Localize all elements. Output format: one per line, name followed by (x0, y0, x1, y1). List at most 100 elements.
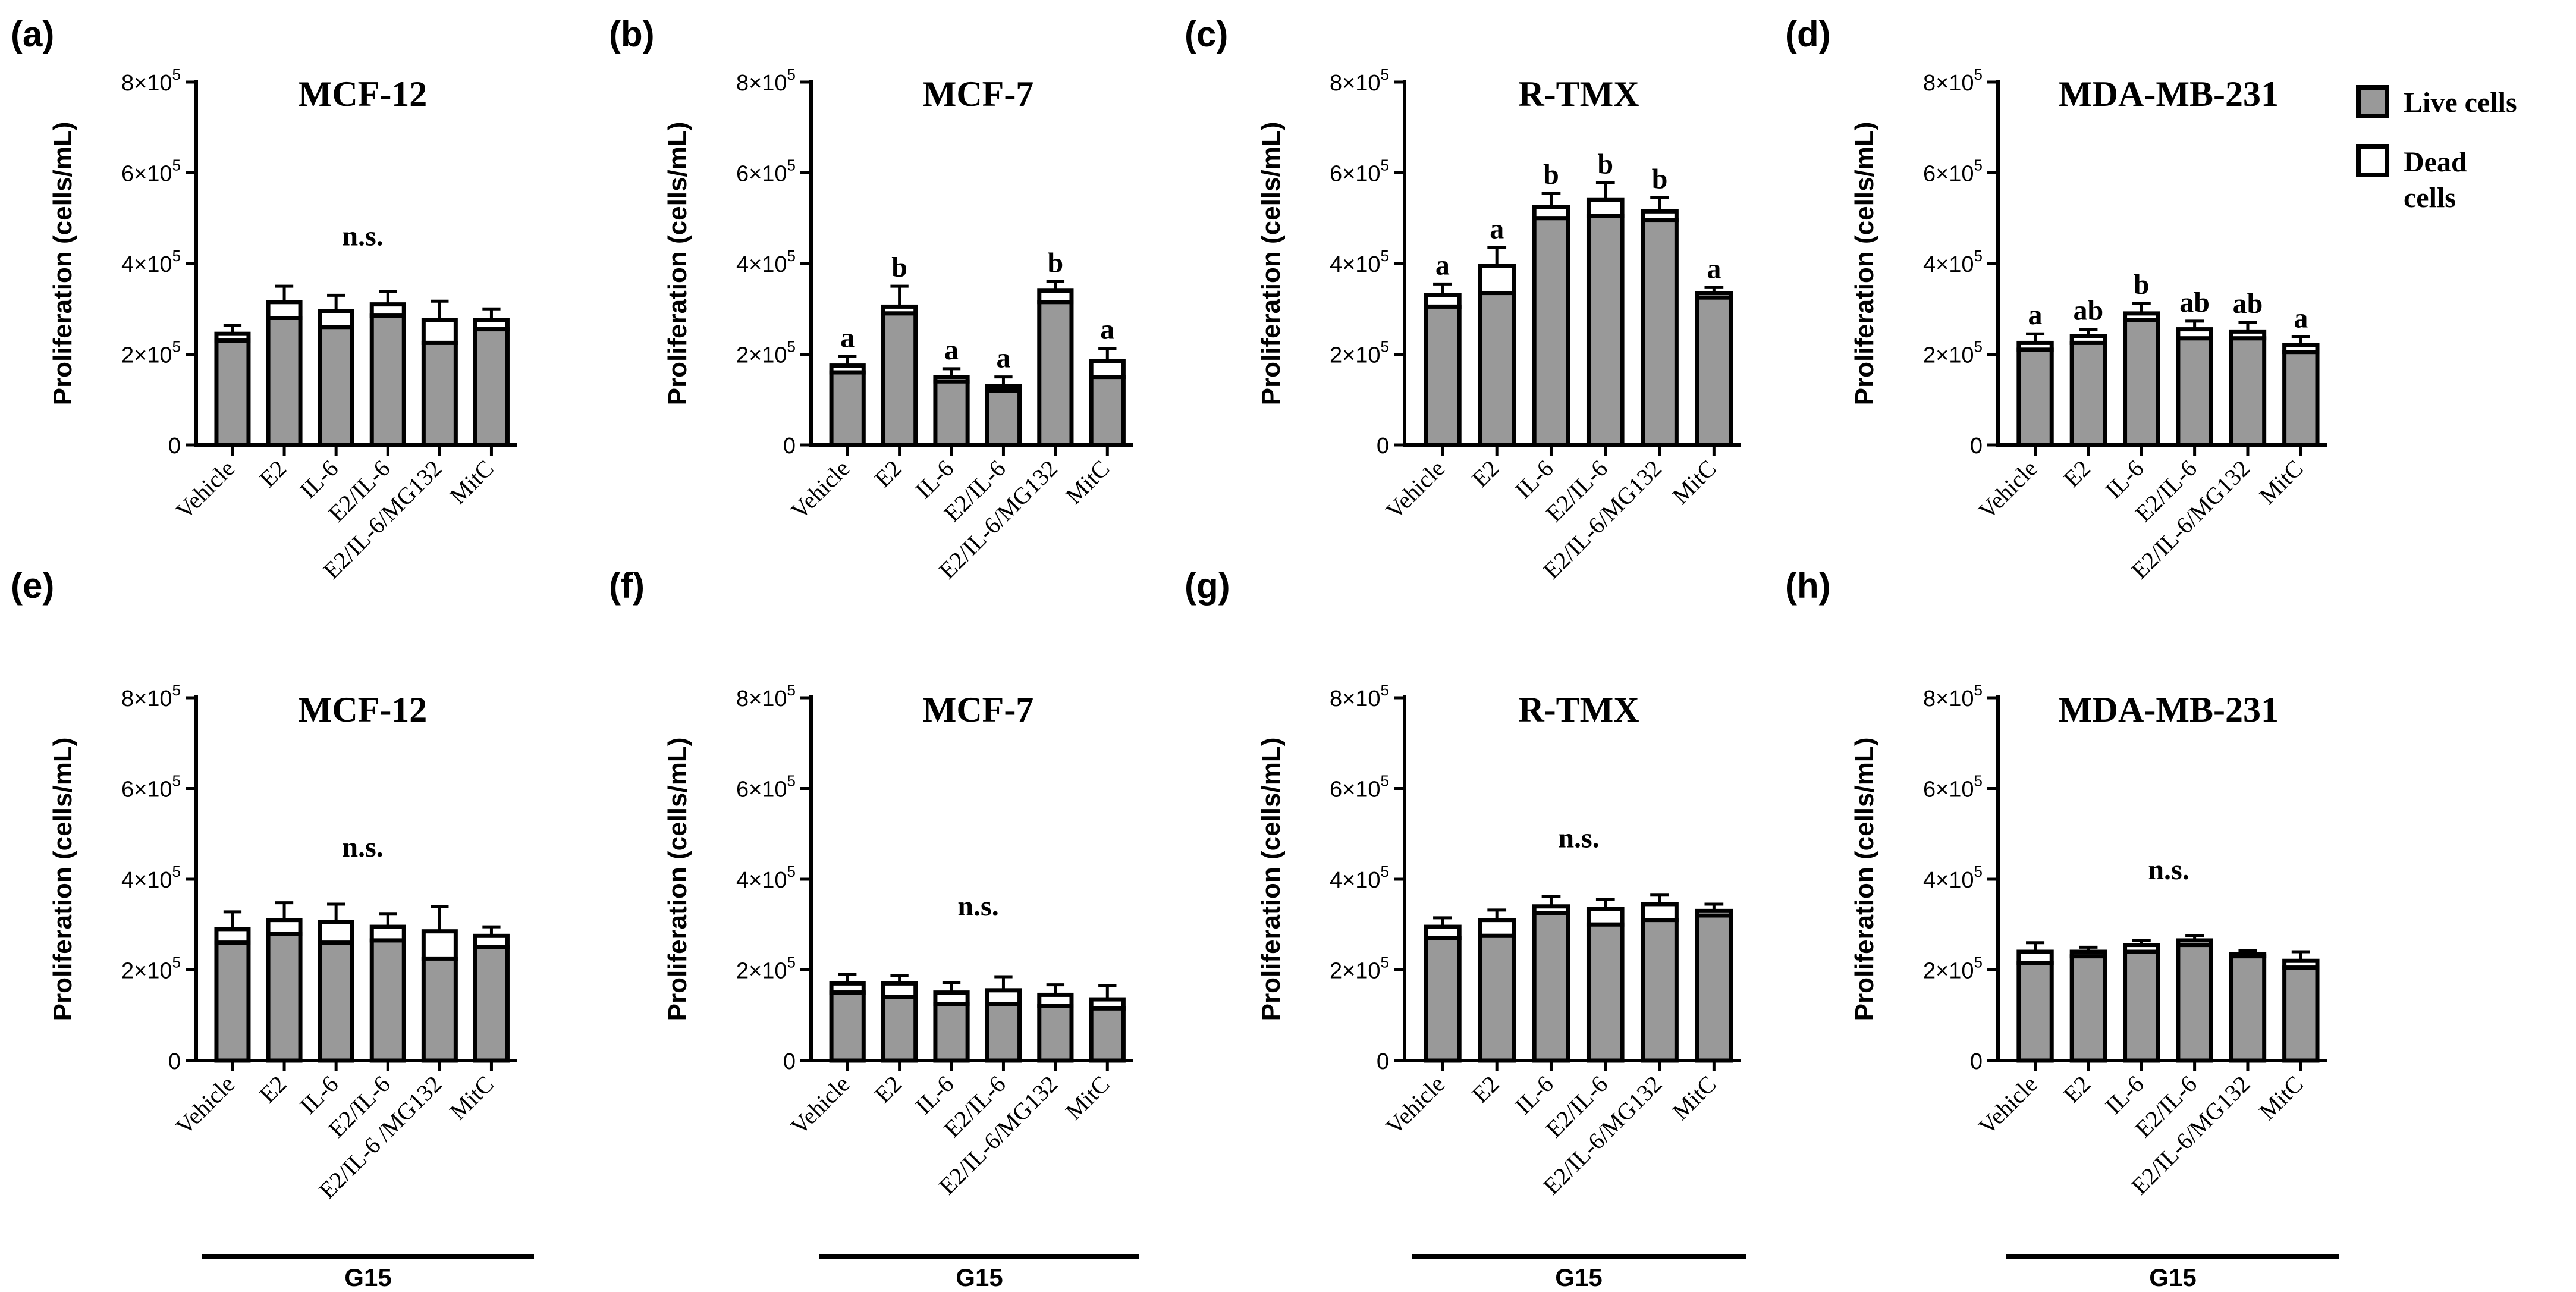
bar-live-cells (2176, 943, 2213, 1063)
panel-label: (b) (609, 14, 655, 54)
y-tick-label: 0 (1970, 1049, 1983, 1074)
y-tick-label: 0 (168, 434, 181, 459)
y-tick-label: 4×105 (121, 247, 181, 277)
x-tick-label: Vehicle (1381, 455, 1450, 525)
x-tick-label: E2 (254, 1071, 291, 1108)
y-tick-label: 2×105 (736, 338, 796, 368)
significance-annotation: n.s. (342, 832, 383, 863)
bar-live-cells (1089, 375, 1126, 447)
x-tick-label: Vehicle (171, 455, 240, 525)
bar-live-cells (2016, 961, 2054, 1063)
legend-swatch-dead (2356, 144, 2389, 177)
x-tick-label: Vehicle (786, 1071, 855, 1140)
bar-live-cells (421, 340, 458, 447)
y-axis-label: Proliferation (cells/mL) (48, 738, 77, 1021)
bar-dead-cells (421, 929, 458, 961)
bar-dead-cells (266, 300, 303, 320)
bar-live-cells (1478, 291, 1516, 447)
y-tick-label: 6×105 (1923, 772, 1983, 802)
x-tick-label: MitC (2254, 455, 2308, 510)
bar-live-cells (214, 338, 251, 447)
significance-letter: a (1100, 314, 1114, 346)
legend: Live cells Dead cells (2356, 85, 2517, 214)
y-tick-label: 0 (783, 434, 796, 459)
y-tick-label: 8×105 (736, 65, 796, 96)
y-tick-label: 2×105 (1330, 954, 1389, 984)
chart-panel-3: (c) R-TMX Proliferation (cells/mL) 0 2×105 4×… (1185, 14, 1741, 584)
bar-live-cells (1037, 1004, 1074, 1063)
bar-dead-cells (1478, 264, 1516, 296)
chart-title: MCF-7 (923, 74, 1034, 114)
significance-annotation: n.s. (2148, 854, 2189, 886)
x-tick-label: Vehicle (1973, 1071, 2043, 1140)
x-tick-label: MitC (444, 1071, 499, 1125)
y-axis-label: Proliferation (cells/mL) (48, 122, 77, 406)
bar-live-cells (881, 995, 918, 1063)
x-tick-label: E2 (869, 455, 907, 493)
y-axis-label: Proliferation (cells/mL) (1850, 122, 1879, 406)
bar-live-cells (318, 940, 354, 1063)
y-tick-label: 6×105 (1923, 156, 1983, 187)
significance-letter: b (891, 252, 907, 283)
significance-annotation: n.s. (957, 890, 998, 922)
chart-panel-6: (f) MCF-7 Proliferation (cells/mL) 0 2×105 4×… (609, 566, 1139, 1291)
chart-panel-4: (d) MDA-MB-231 Proliferation (cells/mL) 0 2×… (1785, 14, 2327, 584)
significance-letter: a (1490, 213, 1504, 244)
bar-dead-cells (318, 309, 354, 330)
bar-live-cells (933, 379, 970, 447)
panel-label: (e) (11, 566, 54, 606)
y-tick-label: 8×105 (1330, 681, 1389, 711)
bar-live-cells (369, 313, 406, 447)
bar-live-cells (2123, 318, 2160, 447)
x-tick-label: IL-6 (1510, 455, 1559, 504)
bar-dead-cells (1478, 918, 1516, 938)
g15-label: G15 (344, 1263, 391, 1291)
x-tick-label: E2 (254, 455, 291, 493)
x-tick-label: Vehicle (171, 1071, 240, 1140)
y-tick-label: 2×105 (1923, 954, 1983, 984)
bar-live-cells (1586, 214, 1625, 447)
panel-label: (h) (1785, 566, 1831, 606)
bar-live-cells (829, 370, 866, 447)
y-tick-label: 4×105 (121, 863, 181, 893)
y-tick-label: 2×105 (121, 954, 181, 984)
legend-label-live: Live cells (2404, 87, 2517, 118)
bar-live-cells (473, 945, 510, 1063)
x-tick-label: MitC (1667, 455, 1721, 510)
y-axis-label: Proliferation (cells/mL) (663, 738, 692, 1021)
y-tick-label: 6×105 (1330, 156, 1389, 187)
y-tick-label: 2×105 (1330, 338, 1389, 368)
panel-label: (c) (1185, 14, 1228, 54)
bar-live-cells (266, 316, 303, 447)
significance-letter: a (2294, 303, 2308, 334)
bar-live-cells (2123, 949, 2160, 1063)
y-axis-label: Proliferation (cells/mL) (663, 122, 692, 406)
bar-live-cells (881, 311, 918, 447)
x-tick-label: MitC (1060, 1071, 1115, 1125)
y-tick-label: 2×105 (1923, 338, 1983, 368)
y-tick-label: 8×105 (736, 681, 796, 711)
y-tick-label: 4×105 (736, 863, 796, 893)
significance-letter: ab (2074, 295, 2104, 327)
y-tick-label: 8×105 (121, 681, 181, 711)
y-axis-label: Proliferation (cells/mL) (1850, 738, 1879, 1021)
significance-letter: ab (2233, 288, 2263, 319)
bar-live-cells (2229, 336, 2267, 447)
x-tick-label: Vehicle (1381, 1071, 1450, 1140)
y-tick-label: 0 (1377, 1049, 1389, 1074)
g15-label: G15 (2149, 1263, 2196, 1291)
significance-letter: b (2134, 269, 2150, 300)
x-tick-label: E2 (2058, 455, 2096, 493)
y-tick-label: 4×105 (1923, 247, 1983, 277)
chart-panel-5: (e) MCF-12 Proliferation (cells/mL) 0 2×105 4… (11, 566, 534, 1291)
bar-live-cells (2282, 965, 2320, 1063)
chart-title: MCF-7 (923, 690, 1034, 729)
bar-live-cells (985, 1002, 1022, 1063)
x-tick-label: IL-6 (1510, 1071, 1559, 1119)
legend-swatch-live (2356, 85, 2389, 118)
bar-live-cells (1424, 304, 1462, 447)
bar-live-cells (1532, 216, 1570, 447)
y-tick-label: 8×105 (121, 65, 181, 96)
y-tick-label: 4×105 (736, 247, 796, 277)
